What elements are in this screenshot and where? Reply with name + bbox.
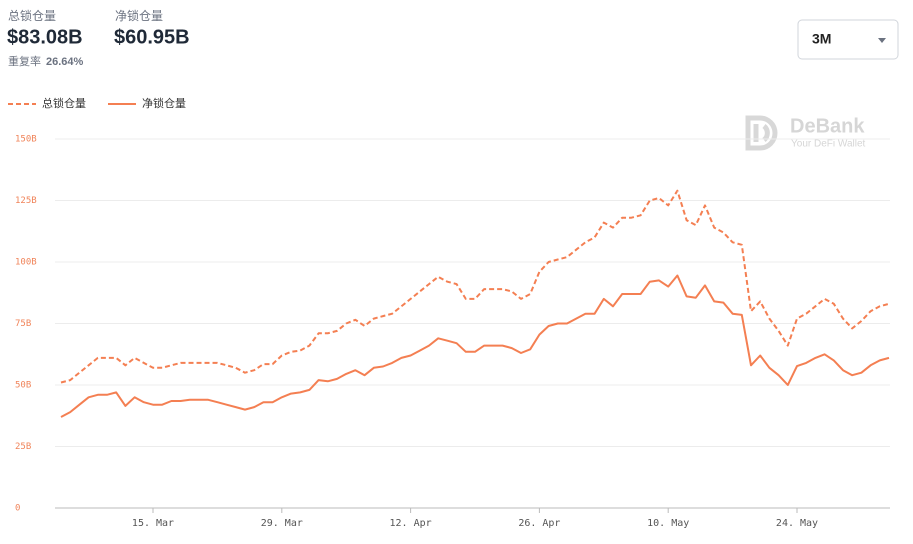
- watermark-brand: DeBank: [790, 115, 865, 137]
- dropdown-value[interactable]: 3M: [812, 31, 831, 47]
- x-tick-label: 15. Mar: [132, 518, 174, 529]
- net-label: 净锁仓量: [115, 8, 163, 23]
- series-line: [60, 189, 890, 384]
- y-tick-label: 0: [15, 504, 20, 514]
- legend-label: 净锁仓量: [142, 96, 186, 110]
- plot: 0 25B 50B 75B 100B 125B 150B 15. Mar 29. Mar 12. …: [15, 135, 890, 529]
- x-tick-label: 29. Mar: [261, 518, 303, 529]
- x-tick-label: 24. May: [776, 518, 818, 529]
- legend-label: 总锁仓量: [42, 96, 86, 110]
- y-tick-label: 150B: [15, 135, 37, 145]
- x-tick-label: 12. Apr: [390, 518, 432, 529]
- y-tick-label: 75B: [15, 319, 31, 329]
- total-value: $83.08B: [7, 26, 83, 48]
- x-tick-label: 10. May: [647, 518, 689, 529]
- watermark: DeBank Your DeFi Wallet: [745, 115, 866, 151]
- total-label: 总锁仓量: [8, 8, 56, 23]
- x-tick-label: 26. Apr: [518, 518, 560, 529]
- net-value: $60.95B: [114, 26, 190, 48]
- ratio-label: 重复率: [8, 54, 41, 68]
- y-tick-label: 125B: [15, 196, 37, 206]
- watermark-tagline: Your DeFi Wallet: [791, 139, 866, 150]
- watermark-logo: [745, 115, 778, 151]
- range-dropdown[interactable]: 3M: [797, 19, 899, 60]
- dropdown-box[interactable]: [797, 19, 899, 60]
- ratio-value: 26.64%: [46, 56, 84, 68]
- y-tick-label: 50B: [15, 381, 31, 391]
- dropdown-arrow: [878, 38, 886, 43]
- legend: 总锁仓量 净锁仓量: [8, 96, 186, 110]
- series-line: [60, 274, 890, 418]
- y-tick-label: 25B: [15, 442, 31, 452]
- y-tick-label: 100B: [15, 258, 37, 268]
